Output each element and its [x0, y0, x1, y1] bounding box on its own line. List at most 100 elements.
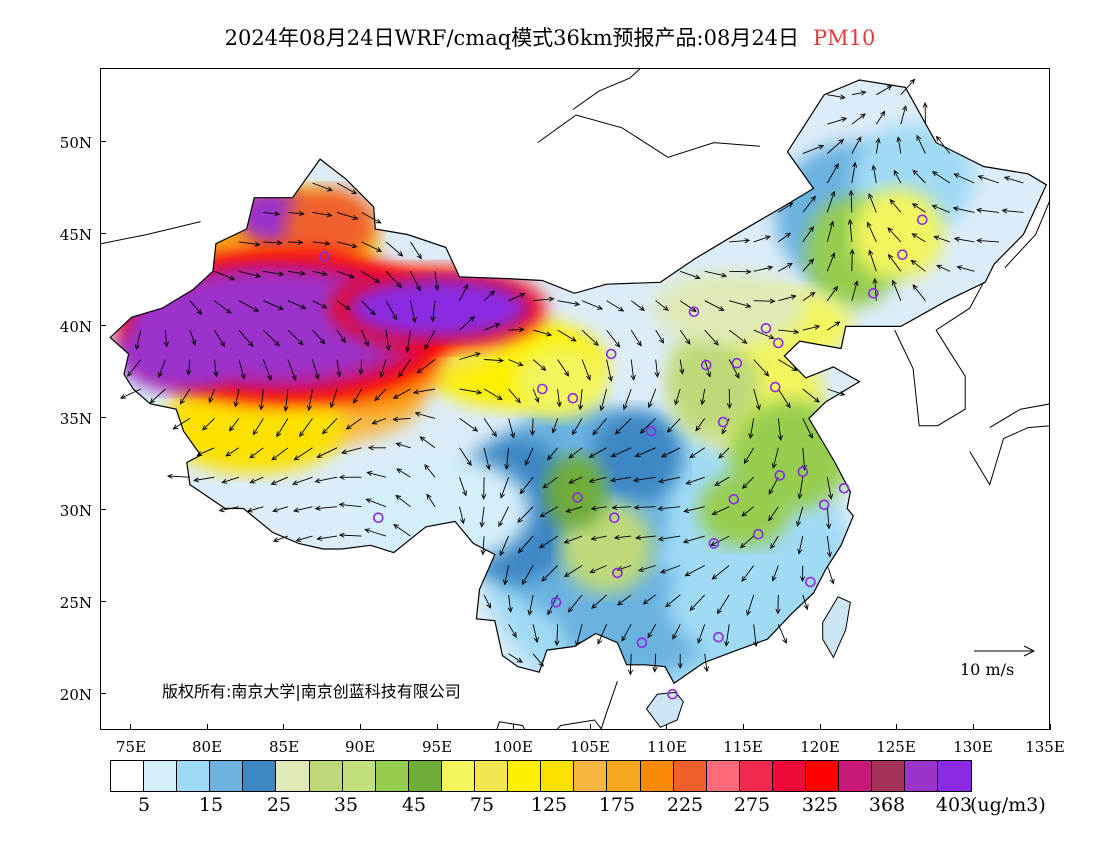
axis-tick	[896, 724, 898, 730]
colorbar-label: 403	[935, 794, 973, 816]
lat-label-30N: 30N	[59, 502, 92, 520]
colorbar-swatch	[739, 761, 773, 791]
city-station-marker	[372, 512, 384, 524]
lon-label-105E: 105E	[570, 738, 610, 756]
colorbar-swatch	[938, 761, 972, 791]
axis-tick	[100, 508, 106, 510]
reference-vector: 10 m/s	[960, 645, 1036, 679]
colorbar-swatch	[375, 761, 409, 791]
lon-label-85E: 85E	[268, 738, 300, 756]
axis-tick	[436, 724, 438, 730]
axis-tick	[819, 724, 821, 730]
colorbar-swatch	[607, 761, 641, 791]
axis-tick	[283, 724, 285, 730]
reference-arrow-icon	[974, 645, 1036, 657]
colorbar-label: 45	[401, 794, 427, 816]
city-station-marker	[818, 499, 830, 511]
colorbar-swatch	[276, 761, 310, 791]
lon-label-135E: 135E	[1025, 738, 1065, 756]
colorbar-label: 275	[733, 794, 771, 816]
colorbar-label: 325	[801, 794, 839, 816]
concentration-blob	[667, 547, 822, 658]
colorbar-swatch	[574, 761, 608, 791]
colorbar-swatch	[177, 761, 211, 791]
coastlines	[101, 69, 1049, 729]
lon-label-75E: 75E	[115, 738, 147, 756]
colorbar-label: 225	[666, 794, 704, 816]
colorbar-swatch	[441, 761, 476, 791]
city-station-marker	[708, 538, 720, 549]
colorbar-swatch	[508, 761, 542, 791]
concentration-blob	[346, 455, 530, 566]
concentration-blob	[652, 271, 806, 345]
colorbar-label: 25	[266, 794, 292, 816]
city-station-marker	[319, 251, 330, 262]
lon-label-125E: 125E	[876, 738, 916, 756]
concentration-blob	[514, 344, 607, 419]
axis-tick	[589, 724, 591, 730]
lat-label-45N: 45N	[59, 226, 92, 244]
colorbar-swatch	[673, 761, 707, 791]
city-station-marker	[536, 383, 548, 395]
lon-label-80E: 80E	[191, 738, 223, 756]
concentration-blob	[667, 326, 760, 437]
colorbar-swatch	[342, 761, 376, 791]
copyright-text: 版权所有:南京大学|南京创蓝科技有限公司	[162, 682, 461, 701]
city-station-marker	[550, 596, 562, 608]
city-station-marker	[717, 416, 729, 428]
colorbar-label: 5	[137, 794, 151, 816]
colorbar-swatch	[309, 761, 343, 791]
colorbar-label: 75	[469, 794, 495, 816]
china-border	[109, 79, 1048, 685]
concentration-blob	[851, 188, 944, 281]
lat-label-35N: 35N	[59, 410, 92, 428]
lon-label-110E: 110E	[647, 738, 687, 756]
axis-tick	[513, 724, 515, 730]
colorbar-swatch	[772, 761, 806, 791]
colorbar-label: 175	[598, 794, 636, 816]
city-station-marker	[700, 359, 712, 371]
city-station-marker	[774, 470, 786, 481]
city-station-marker	[731, 357, 743, 369]
city-station-marker	[728, 493, 740, 505]
colorbar-swatch	[541, 761, 575, 791]
axis-tick	[359, 724, 361, 730]
city-station-marker	[567, 392, 579, 404]
axis-tick	[743, 724, 745, 730]
colorbar-swatch	[905, 761, 939, 791]
concentration-blob	[346, 276, 530, 340]
city-station-marker	[605, 348, 617, 360]
city-station-marker	[916, 214, 928, 226]
city-station-marker	[805, 576, 816, 588]
city-station-marker	[608, 512, 620, 524]
concentration-blob	[698, 473, 791, 548]
axis-tick	[100, 692, 106, 694]
colorbar-swatch	[475, 761, 509, 791]
colorbar-label: 368	[868, 794, 906, 816]
lat-label-25N: 25N	[59, 594, 92, 612]
city-station-marker	[612, 567, 623, 579]
lon-label-130E: 130E	[953, 738, 993, 756]
colorbar-swatch	[839, 761, 873, 791]
concentration-blob	[545, 455, 607, 529]
concentration-blob	[116, 317, 239, 391]
city-station-marker	[752, 528, 764, 540]
colorbar-swatch	[408, 761, 442, 791]
forecast-map[interactable]	[100, 68, 1050, 730]
colorbar-swatch	[872, 761, 906, 791]
colorbar-label: 15	[198, 794, 224, 816]
map-svg	[101, 69, 1049, 729]
axis-tick	[100, 141, 106, 143]
lon-label-90E: 90E	[344, 738, 376, 756]
city-station-marker	[838, 482, 850, 494]
colorbar-unit: (ug/m3)	[970, 794, 1046, 816]
city-station-marker	[636, 637, 648, 649]
city-station-marker	[667, 688, 678, 700]
colorbar-swatch	[210, 761, 244, 791]
colorbar-swatch	[640, 761, 674, 791]
title-main: 2024年08月24日WRF/cmaq模式36km预报产品:08月24日	[224, 26, 800, 50]
lon-label-95E: 95E	[421, 738, 453, 756]
colorbar-swatch	[144, 761, 178, 791]
city-station-marker	[797, 466, 809, 478]
lat-label-50N: 50N	[59, 134, 92, 152]
